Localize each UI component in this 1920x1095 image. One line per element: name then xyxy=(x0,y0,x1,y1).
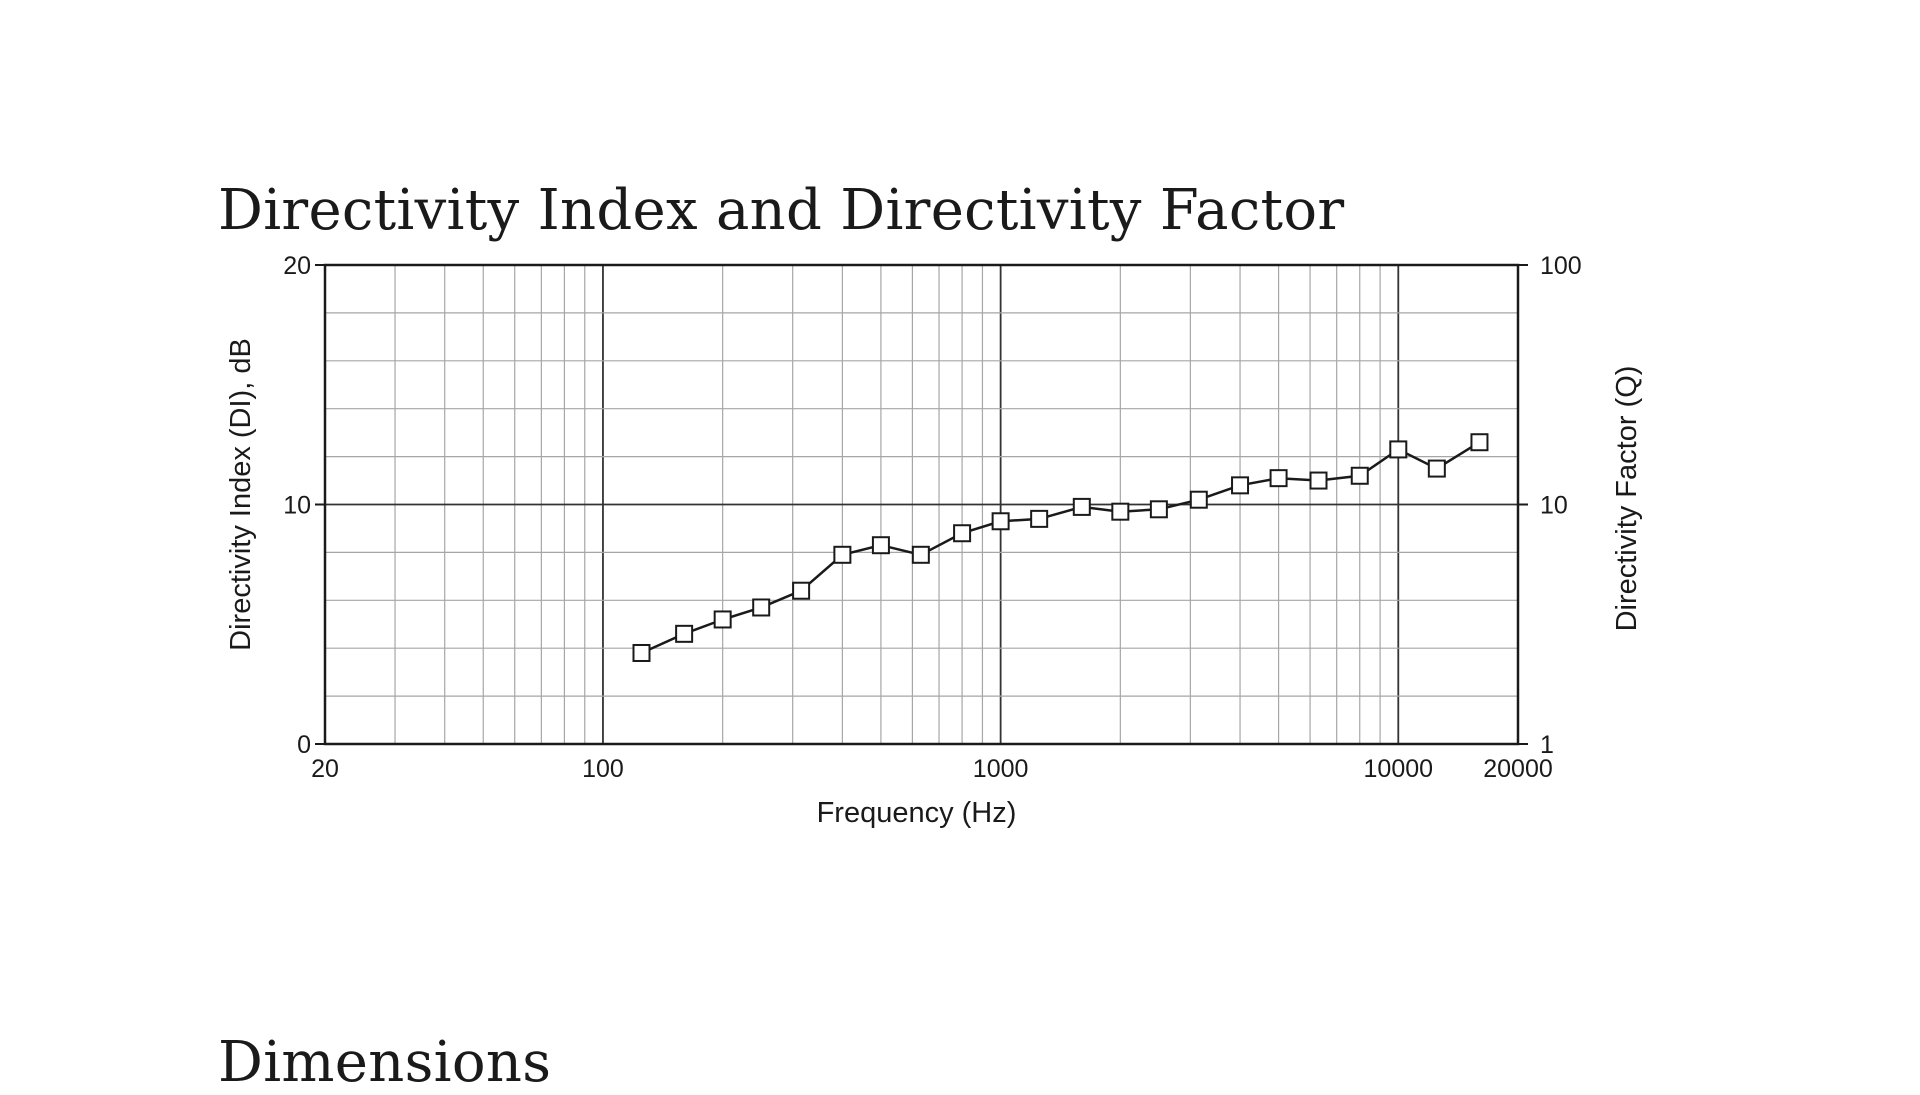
y2-tick-label: 1 xyxy=(1540,731,1554,759)
data-point xyxy=(1149,500,1168,519)
data-point xyxy=(871,536,890,555)
data-point xyxy=(1309,471,1328,490)
y-tick-label: 0 xyxy=(297,731,311,759)
y-axis-label: Directivity Index (DI), dB xyxy=(225,338,257,651)
x-tick-label: 20 xyxy=(311,755,339,783)
y-tick-label: 20 xyxy=(283,252,311,280)
series-markers xyxy=(632,433,1489,662)
tick-labels: 0 10 20 1 10 100 20 100 1000 10000 20000 xyxy=(283,252,1582,783)
data-point xyxy=(752,598,771,617)
data-point xyxy=(632,643,651,662)
data-point xyxy=(792,581,811,600)
y2-tick-label: 10 xyxy=(1540,492,1568,520)
y2-axis-label: Directivity Factor (Q) xyxy=(1611,366,1643,632)
data-point xyxy=(1350,466,1369,485)
data-point xyxy=(911,545,930,564)
grid xyxy=(325,265,1518,744)
axis-ticks xyxy=(315,264,1528,745)
data-point xyxy=(1072,497,1091,516)
x-tick-label: 10000 xyxy=(1364,755,1434,783)
series-line xyxy=(640,441,1481,655)
data-point xyxy=(1111,502,1130,521)
x-tick-label: 1000 xyxy=(973,755,1029,783)
data-point xyxy=(953,524,972,543)
x-axis-label: Frequency (Hz) xyxy=(817,797,1017,829)
data-point xyxy=(1189,490,1208,509)
data-point xyxy=(991,512,1010,531)
data-point xyxy=(833,545,852,564)
data-point xyxy=(1427,459,1446,478)
x-tick-label: 20000 xyxy=(1483,755,1553,783)
x-tick-label: 100 xyxy=(582,755,624,783)
data-point xyxy=(1030,509,1049,528)
data-point xyxy=(713,610,732,629)
data-point xyxy=(1231,476,1250,495)
y-tick-label: 10 xyxy=(283,492,311,520)
data-point xyxy=(1269,469,1288,488)
data-point xyxy=(675,624,694,643)
data-point xyxy=(1389,440,1408,459)
chart-title: Directivity Index and Directivity Factor xyxy=(218,178,1345,243)
y2-tick-label: 100 xyxy=(1540,252,1582,280)
data-point xyxy=(1470,433,1489,452)
section-title: Dimensions xyxy=(218,1030,552,1095)
